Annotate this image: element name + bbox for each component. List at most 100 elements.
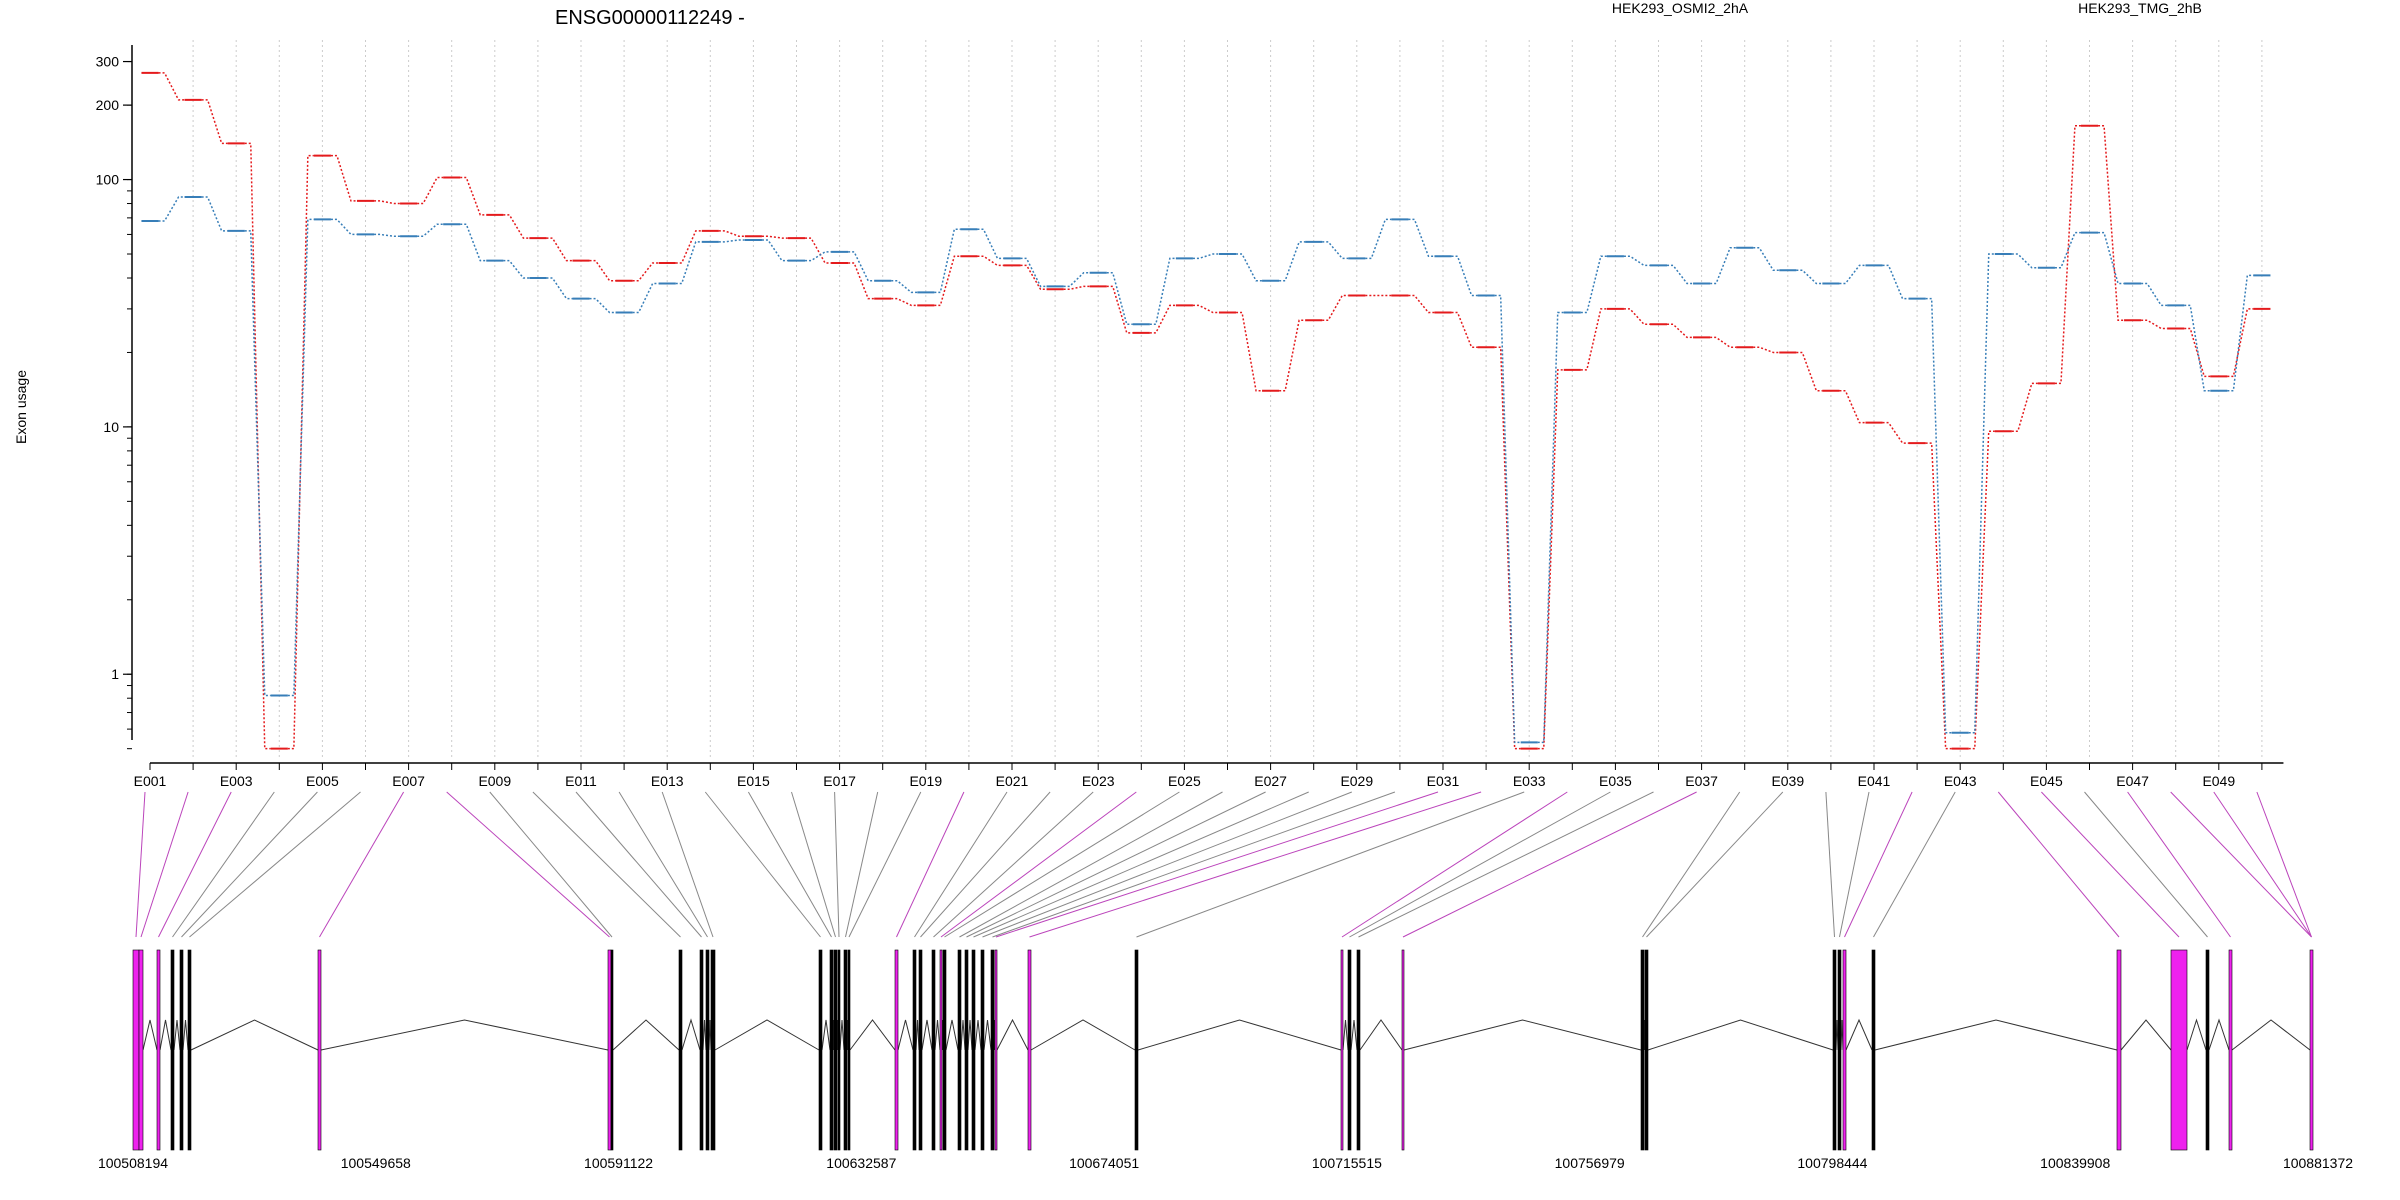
intron-line [2208,1018,2230,1051]
exon-block [317,949,322,1151]
exon-connector [1136,791,1525,938]
exon-connector [1341,791,1568,938]
x-tick-label: E019 [909,773,942,789]
series-connector [1106,271,1133,326]
intron-line [1342,1019,1349,1051]
exon-block [2170,949,2188,1151]
series-connector [2227,274,2254,392]
intron-line [934,1019,941,1051]
x-tick-label: E033 [1513,773,1546,789]
exon-connector [1825,791,1835,938]
intron-line [839,1019,845,1051]
series-connector [1149,304,1176,334]
exon-connector [834,791,840,938]
genomic-axis: 100508194 100549658 100591122 100632587 1006… [98,1155,2353,1171]
intron-line [915,1019,920,1051]
series-connector [1580,308,1607,371]
series-connector [977,228,1004,260]
exon-connector [982,791,1352,938]
exon-connector [140,791,189,938]
series-connector [1753,247,1780,271]
genomic-tick-label: 100508194 [98,1155,168,1171]
series-connector [2141,282,2168,307]
series-connector [1839,264,1866,285]
intron-line [967,1019,973,1051]
y-axis: 1 10 100 200 300 [96,45,133,750]
series-connector [1667,323,1694,339]
series-connector [589,297,616,314]
exon-block [710,949,716,1151]
series-connector [891,297,918,307]
intron-line [173,1019,181,1051]
series-connector [1925,297,1952,734]
genomic-tick-label: 100798444 [1797,1155,1867,1171]
exon-block [179,949,184,1151]
series-connector [632,262,659,282]
series-connector [1494,346,1521,750]
series-connector [1580,255,1607,314]
exon-block [2116,949,2122,1151]
series-connector [503,214,530,239]
exon-block [156,949,161,1151]
x-tick-label: E005 [306,773,339,789]
chart-title: ENSG00000112249 - [555,7,745,29]
x-tick-label: E043 [1944,773,1977,789]
x-tick-label: E015 [737,773,770,789]
exon-connector [1349,791,1611,938]
exon-connector [319,791,405,938]
exon-connector [1642,791,1741,938]
y-tick-label: 1 [111,666,119,682]
series-connector [1839,390,1866,424]
series-connector [417,176,444,205]
exon-block [610,949,614,1151]
exon-connector [1646,791,1784,938]
x-tick-label: E003 [220,773,253,789]
intron-line [1647,1019,1834,1051]
exon-connector [966,791,1266,938]
series-connector [1494,294,1521,744]
series-connector [417,223,444,237]
exon-connector [791,791,836,938]
x-tick-label: E039 [1771,773,1804,789]
exon-block [2205,949,2210,1151]
exon-block [1640,949,1645,1151]
exon-connector [1839,791,1870,938]
exon-block [1340,949,1344,1151]
series-connector [2098,125,2125,321]
series-connector [848,262,875,300]
series-connector [287,218,314,697]
intron-line [1137,1019,1342,1051]
series-connector [1882,264,1909,300]
exon-block [847,949,851,1151]
x-tick-label: E029 [1340,773,1373,789]
genomic-tick-label: 100839908 [2040,1155,2110,1171]
exon-connector [1029,791,1482,938]
series-connector [675,241,702,285]
intron-line [1359,1019,1403,1051]
exon-connector [661,791,714,938]
series-connector [1192,253,1219,260]
exon-block [2228,949,2233,1151]
exon-block [1842,949,1847,1151]
exon-connector [135,791,146,938]
intron-line [1845,1018,1873,1051]
exon-connector [532,791,681,938]
intron-line [821,1019,831,1051]
exon-connector [944,791,1180,938]
exon-connector [489,791,613,938]
series-connector [546,237,573,262]
series-connector [460,176,487,216]
exon-block [894,949,899,1151]
exon-connector [914,791,1008,938]
exon-connector [933,791,1094,938]
series-2 [141,196,2271,744]
series-connector [1537,311,1564,744]
series-connector [1537,369,1564,750]
legend-series-2: HEK293_TMG_2hB [2078,0,2202,16]
x-tick-label: E031 [1427,773,1460,789]
x-tick-label: E027 [1254,773,1287,789]
exon-block [990,949,995,1151]
exon-block [699,949,704,1151]
series-connector [1322,294,1349,321]
